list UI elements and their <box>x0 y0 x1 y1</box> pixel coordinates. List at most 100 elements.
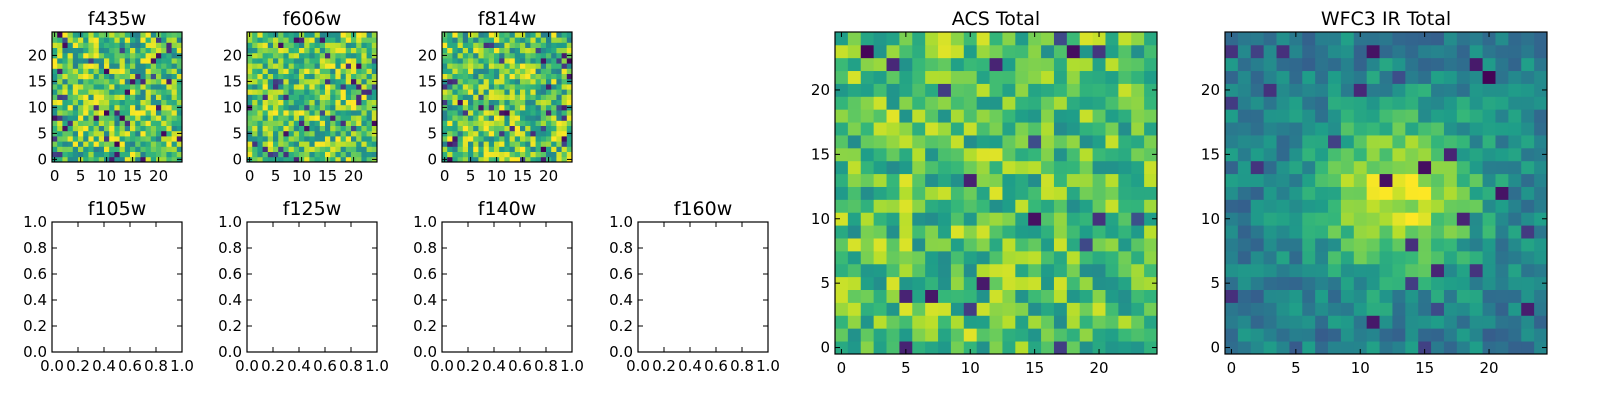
f435w-xtick-label: 0 <box>50 167 60 185</box>
heatmap-cell <box>114 110 120 116</box>
heatmap-cell <box>1015 302 1029 316</box>
heatmap-cell <box>561 32 568 38</box>
heatmap-cell <box>114 42 120 48</box>
heatmap-cell <box>540 104 547 111</box>
heatmap-cell <box>1289 263 1303 278</box>
heatmap-cell <box>963 212 978 226</box>
heatmap-cell <box>504 130 510 137</box>
heatmap-cell <box>950 328 965 342</box>
heatmap-cell <box>1131 160 1145 175</box>
heatmap-cell <box>1392 160 1406 175</box>
heatmap-cell <box>304 58 310 64</box>
heatmap-cell <box>166 151 172 158</box>
heatmap-cell <box>314 68 321 74</box>
heatmap-cell <box>314 52 321 59</box>
heatmap-cell <box>1495 173 1509 187</box>
heatmap-cell <box>1315 122 1329 136</box>
heatmap-cell <box>488 63 495 69</box>
heatmap-cell <box>1405 225 1419 239</box>
heatmap-cell <box>847 212 862 226</box>
heatmap-cell <box>912 96 926 110</box>
heatmap-cell <box>1315 315 1329 329</box>
heatmap-cell <box>72 84 79 90</box>
heatmap-cell <box>520 37 526 43</box>
heatmap-cell <box>351 58 357 64</box>
heatmap-cell <box>156 104 162 111</box>
heatmap-cell <box>161 89 167 95</box>
heatmap-cell <box>57 151 63 158</box>
heatmap-cell <box>356 73 362 80</box>
heatmap-cell <box>62 110 68 116</box>
heatmap-cell <box>835 302 849 316</box>
heatmap-cell <box>514 130 521 137</box>
heatmap-cell <box>1066 341 1081 355</box>
heatmap-cell <box>483 146 490 152</box>
heatmap-cell <box>1092 276 1106 290</box>
heatmap-cell <box>1079 122 1093 136</box>
heatmap-cell <box>171 125 178 132</box>
heatmap-cell <box>1328 173 1342 187</box>
heatmap-cell <box>1105 289 1119 303</box>
heatmap-cell <box>1131 83 1145 97</box>
heatmap-cell <box>1237 32 1252 46</box>
heatmap-cell <box>1379 70 1393 84</box>
heatmap-cell <box>540 94 547 100</box>
heatmap-cell <box>88 58 94 64</box>
heatmap-cell <box>447 130 453 137</box>
heatmap-cell <box>473 94 479 100</box>
heatmap-cell <box>1041 199 1055 213</box>
heatmap-cell <box>457 115 464 121</box>
heatmap-cell <box>1263 328 1277 342</box>
heatmap-cell <box>257 84 263 90</box>
heatmap-cell <box>509 104 516 111</box>
heatmap-cell <box>273 58 279 64</box>
heatmap-cell <box>504 141 510 147</box>
heatmap-cell <box>1250 135 1265 149</box>
wfc3-ir-total-ytick-label: 20 <box>1201 81 1220 99</box>
heatmap-cell <box>457 73 464 80</box>
f160w-xtick-label: 0.4 <box>678 357 702 375</box>
heatmap-cell <box>530 130 536 137</box>
heatmap-cell <box>938 199 952 213</box>
heatmap-cell <box>119 125 126 132</box>
heatmap-cell <box>509 68 516 74</box>
heatmap-cell <box>1469 57 1483 72</box>
heatmap-cell <box>546 130 552 137</box>
heatmap-cell <box>899 160 913 175</box>
heatmap-cell <box>546 78 552 85</box>
heatmap-cell <box>109 89 115 95</box>
heatmap-cell <box>499 99 505 106</box>
heatmap-cell <box>473 58 479 64</box>
heatmap-cell <box>540 68 547 74</box>
heatmap-cell <box>566 110 573 116</box>
heatmap-cell <box>314 120 321 126</box>
f606w-cells <box>247 32 378 163</box>
f160w-xtick-label: 0.8 <box>730 357 754 375</box>
heatmap-cell <box>494 125 500 132</box>
heatmap-cell <box>156 151 162 158</box>
heatmap-cell <box>1092 328 1106 342</box>
heatmap-cell <box>83 125 89 132</box>
heatmap-cell <box>1379 199 1393 213</box>
heatmap-cell <box>1250 44 1265 59</box>
heatmap-cell <box>938 44 952 59</box>
heatmap-cell <box>561 141 568 147</box>
heatmap-cell <box>330 42 336 48</box>
heatmap-cell <box>1328 276 1342 290</box>
heatmap-cell <box>447 110 453 116</box>
heatmap-cell <box>1131 341 1145 355</box>
heatmap-cell <box>1456 186 1471 200</box>
heatmap-cell <box>551 63 557 69</box>
heatmap-cell <box>166 63 172 69</box>
heatmap-cell <box>886 225 900 239</box>
heatmap-cell <box>462 120 469 126</box>
heatmap-cell <box>247 115 253 121</box>
heatmap-cell <box>462 47 469 54</box>
heatmap-cell <box>1002 147 1016 162</box>
heatmap-cell <box>1508 315 1522 329</box>
heatmap-cell <box>140 37 146 43</box>
heatmap-cell <box>345 42 352 48</box>
heatmap-cell <box>530 58 536 64</box>
heatmap-cell <box>140 136 146 142</box>
heatmap-cell <box>835 109 849 123</box>
